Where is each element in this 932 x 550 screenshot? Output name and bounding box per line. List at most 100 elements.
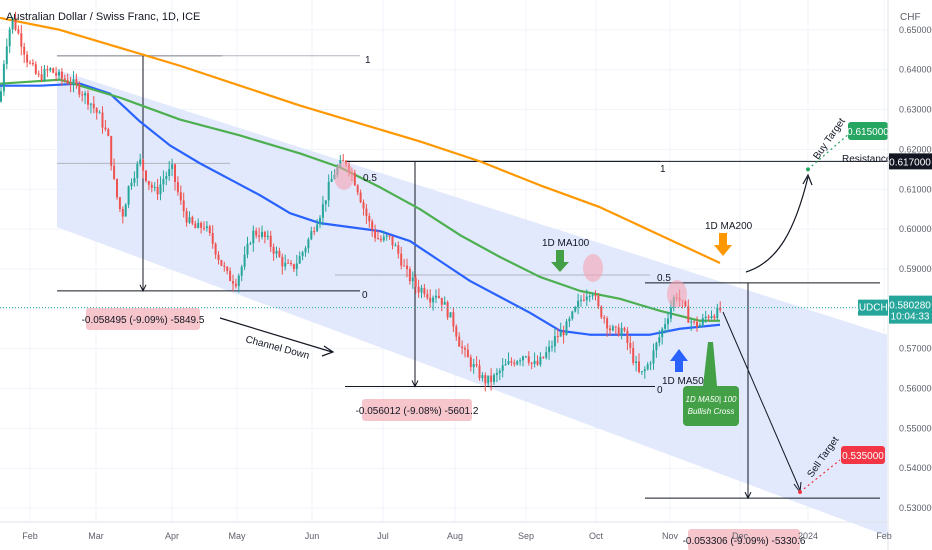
candle-body bbox=[20, 33, 23, 47]
candle-body bbox=[359, 192, 362, 203]
time-tick: Feb bbox=[22, 531, 38, 541]
candle-body bbox=[432, 297, 435, 303]
candle-body bbox=[513, 362, 516, 365]
candle-body bbox=[101, 112, 104, 128]
candle-body bbox=[664, 324, 667, 329]
candle-body bbox=[629, 342, 632, 348]
candle-body bbox=[156, 186, 159, 195]
candle-body bbox=[310, 231, 313, 240]
candle-body bbox=[371, 221, 374, 230]
ma50-label: 1D MA50 bbox=[662, 376, 704, 387]
candle-body bbox=[429, 297, 432, 303]
time-tick: Aug bbox=[447, 531, 463, 541]
candle-body bbox=[63, 78, 66, 81]
candle-body bbox=[484, 375, 487, 384]
channel-fill bbox=[57, 69, 887, 536]
candle-body bbox=[632, 347, 635, 363]
candle-body bbox=[95, 108, 98, 113]
candle-body bbox=[110, 136, 113, 166]
candle-body bbox=[72, 79, 75, 85]
candle-body bbox=[23, 46, 26, 55]
candle-body bbox=[510, 361, 513, 363]
candle-body bbox=[75, 79, 78, 85]
measure-arrowhead bbox=[139, 284, 147, 293]
candle-body bbox=[2, 64, 5, 92]
candle-body bbox=[301, 252, 304, 257]
ma-line-2 bbox=[0, 78, 720, 322]
candle-body bbox=[37, 73, 40, 75]
highlight-ellipse bbox=[667, 280, 687, 308]
candle-body bbox=[298, 256, 301, 264]
candle-body bbox=[585, 296, 588, 301]
candle-body bbox=[707, 316, 710, 319]
candle-body bbox=[553, 336, 556, 347]
candle-body bbox=[658, 337, 661, 343]
candle-body bbox=[159, 184, 162, 195]
candle-body bbox=[571, 311, 574, 319]
candle-body bbox=[321, 204, 324, 218]
candle-body bbox=[174, 164, 176, 182]
candle-body bbox=[391, 236, 394, 246]
candle-body bbox=[533, 360, 536, 364]
candle-body bbox=[716, 307, 719, 319]
candle-body bbox=[548, 346, 551, 353]
time-axis[interactable]: Feb Mar Apr May Jun Jul Aug Sep Oct Nov Dec 2024 Feb bbox=[0, 521, 892, 541]
candle-body bbox=[263, 231, 266, 238]
candle-body bbox=[81, 94, 84, 96]
buy-target-dot bbox=[806, 167, 810, 172]
candle-body bbox=[197, 222, 200, 229]
candle-body bbox=[237, 275, 240, 287]
measure-label-1-bg bbox=[86, 308, 200, 330]
candle-body bbox=[43, 69, 46, 81]
candle-body bbox=[292, 264, 295, 269]
candle-body bbox=[385, 235, 388, 237]
candle-body bbox=[507, 361, 510, 365]
candle-body bbox=[29, 62, 31, 64]
candle-body bbox=[255, 230, 258, 236]
candle-body bbox=[696, 321, 698, 328]
candle-body bbox=[153, 186, 156, 188]
candle-body bbox=[223, 265, 226, 267]
candle-body bbox=[452, 312, 455, 327]
candle-body bbox=[478, 365, 481, 379]
resistance-label: Resistance 1 bbox=[842, 154, 900, 165]
candle-body bbox=[295, 263, 298, 269]
candle-body bbox=[84, 93, 87, 96]
candle-body bbox=[261, 231, 263, 237]
candle-body bbox=[246, 243, 249, 255]
candle-body bbox=[211, 233, 214, 244]
candle-body bbox=[287, 262, 290, 264]
candle-body bbox=[214, 243, 217, 255]
candle-body bbox=[304, 248, 307, 253]
candle-body bbox=[52, 68, 55, 73]
candle-body bbox=[26, 54, 29, 63]
candle-body bbox=[594, 295, 597, 297]
candle-body bbox=[258, 235, 261, 237]
candle-body bbox=[580, 299, 582, 301]
candle-body bbox=[408, 269, 411, 282]
candle-body bbox=[472, 363, 475, 368]
candle-body bbox=[638, 361, 640, 372]
candle-body bbox=[551, 346, 553, 348]
candle-body bbox=[234, 283, 237, 287]
candle-body bbox=[411, 277, 414, 282]
candle-body bbox=[522, 356, 524, 361]
candle-body bbox=[168, 168, 171, 176]
candle-body bbox=[524, 356, 527, 358]
candle-body bbox=[536, 360, 539, 365]
candle-body bbox=[719, 307, 722, 311]
candle-body bbox=[290, 262, 292, 265]
candle-body bbox=[78, 84, 81, 95]
time-tick: Dec bbox=[732, 531, 749, 541]
measure-label-2: -0.056012 (-9.08%) -5601.2 bbox=[356, 406, 479, 417]
time-tick: Feb bbox=[876, 531, 892, 541]
candle-body bbox=[14, 17, 17, 30]
candle-body bbox=[495, 373, 498, 375]
candle-body bbox=[87, 93, 89, 105]
